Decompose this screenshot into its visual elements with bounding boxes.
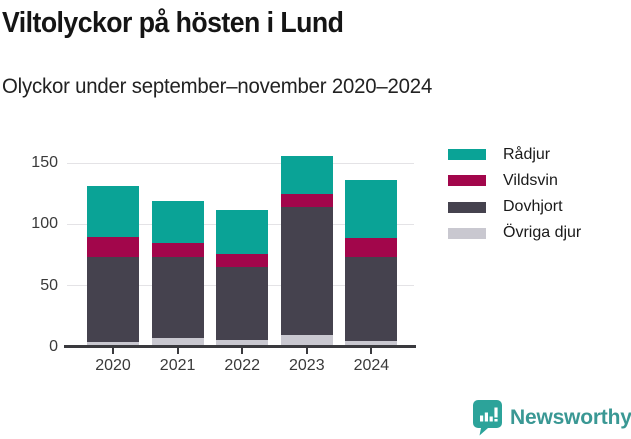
y-tick-label-100: 100 — [31, 215, 58, 233]
legend-swatch — [448, 201, 486, 213]
bar-segment-2024-Rådjur — [345, 180, 398, 238]
bar-segment-2022-Rådjur — [216, 209, 269, 254]
newsworthy-brand-name: Newsworthy — [510, 405, 631, 429]
legend-label: Dovhjort — [503, 198, 563, 216]
bar-segment-2020-Övriga djur — [87, 342, 139, 347]
bar-segment-2023-Rådjur — [280, 155, 333, 194]
gridline-150 — [67, 162, 414, 164]
x-tick-2021 — [176, 348, 179, 354]
x-tick-label-2021: 2021 — [159, 357, 196, 374]
bar-segment-2021-Rådjur — [151, 201, 204, 243]
bar-segment-2020-Rådjur — [87, 186, 139, 237]
x-tick-label-2024: 2024 — [353, 357, 390, 374]
bar-segment-2023-Övriga djur — [280, 334, 333, 347]
x-axis-line — [64, 345, 416, 348]
chart-subtitle: Olyckor under september–november 2020–20… — [2, 75, 433, 98]
bar-segment-2023-Dovhjort — [280, 207, 333, 335]
legend-label: Vildsvin — [503, 171, 558, 189]
x-tick-label-2022: 2022 — [224, 357, 260, 374]
bar-segment-2024-Vildsvin — [345, 237, 398, 258]
x-tick-2024 — [370, 348, 373, 354]
bar-segment-2021-Vildsvin — [151, 242, 204, 258]
legend-swatch — [448, 149, 486, 160]
chart-legend: Rådjur Vildsvin Dovhjort Övriga djur — [448, 146, 581, 254]
y-tick-label-50: 50 — [40, 276, 58, 294]
x-tick-2023 — [305, 348, 308, 354]
y-tick-label-0: 0 — [49, 338, 58, 355]
legend-swatch — [448, 175, 486, 187]
x-tick-label-2020: 2020 — [95, 357, 131, 374]
y-tick-label-150: 150 — [31, 154, 58, 171]
bar-segment-2024-Dovhjort — [345, 257, 398, 341]
x-tick-2022 — [241, 348, 244, 354]
bar-segment-2021-Dovhjort — [151, 257, 204, 339]
bar-segment-2023-Vildsvin — [280, 193, 333, 208]
x-tick-label-2023: 2023 — [289, 357, 325, 374]
legend-label: Övriga djur — [503, 224, 582, 242]
chart-title: Viltolyckor på hösten i Lund — [2, 7, 344, 39]
legend-item-Dovhjort: Dovhjort — [448, 198, 581, 215]
newsworthy-logo-icon — [473, 400, 502, 436]
legend-label: Rådjur — [503, 145, 551, 163]
legend-item-Övriga djur: Övriga djur — [448, 224, 581, 241]
x-tick-2020 — [112, 348, 114, 354]
bar-segment-2024-Övriga djur — [345, 340, 398, 347]
newsworthy-brand[interactable]: Newsworthy — [472, 399, 631, 436]
legend-swatch — [448, 227, 486, 239]
bar-segment-2021-Övriga djur — [151, 338, 204, 347]
legend-item-Rådjur: Rådjur — [448, 146, 581, 163]
bar-segment-2020-Dovhjort — [87, 257, 139, 343]
legend-item-Vildsvin: Vildsvin — [448, 172, 581, 189]
bar-segment-2022-Övriga djur — [216, 339, 269, 347]
bar-segment-2022-Dovhjort — [216, 267, 269, 340]
bar-segment-2022-Vildsvin — [216, 253, 269, 268]
bar-segment-2020-Vildsvin — [87, 236, 139, 258]
